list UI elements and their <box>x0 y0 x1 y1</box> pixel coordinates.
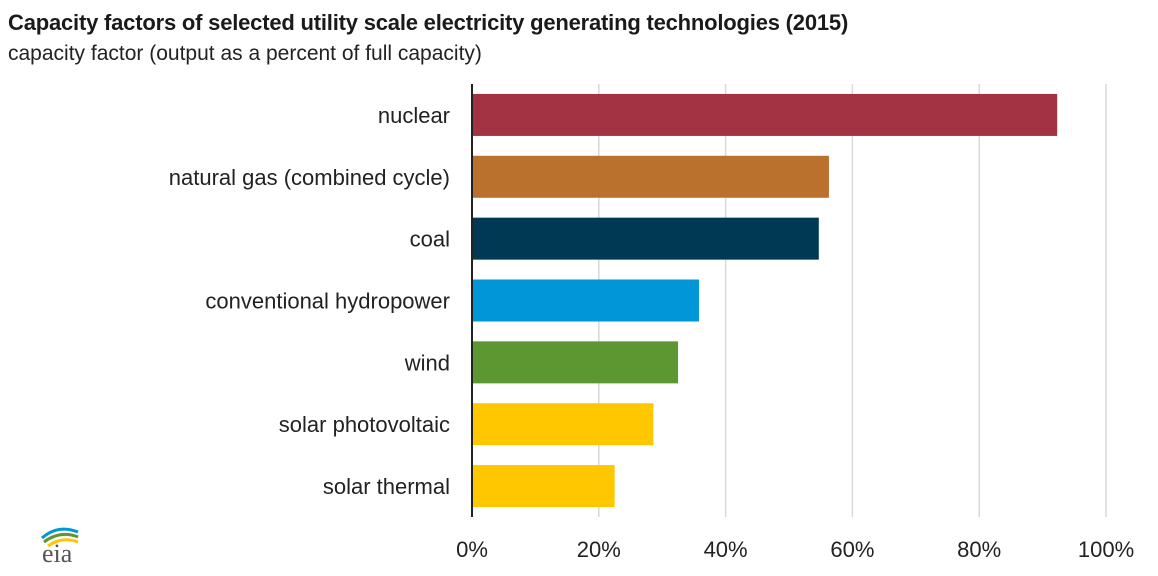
chart-title: Capacity factors of selected utility sca… <box>8 10 849 35</box>
eia-logo-icon: eia <box>41 527 79 566</box>
category-label: nuclear <box>378 103 450 128</box>
bar-5 <box>472 403 654 446</box>
category-label: natural gas (combined cycle) <box>169 165 450 190</box>
bar-6 <box>472 465 615 508</box>
x-tick-label: 60% <box>830 537 874 562</box>
x-tick-label: 100% <box>1078 537 1134 562</box>
category-label: wind <box>404 350 450 375</box>
category-label: solar thermal <box>323 474 450 499</box>
x-tick-label: 40% <box>704 537 748 562</box>
chart-subtitle: capacity factor (output as a percent of … <box>8 42 482 65</box>
x-tick-label: 0% <box>456 537 488 562</box>
x-tick-label: 20% <box>577 537 621 562</box>
bar-4 <box>472 341 679 384</box>
x-tick-label: 80% <box>957 537 1001 562</box>
category-label: conventional hydropower <box>205 289 450 314</box>
eia-logo-text: eia <box>42 539 73 566</box>
bar-2 <box>472 217 819 260</box>
bar-0 <box>472 93 1058 136</box>
category-label: solar photovoltaic <box>279 412 450 437</box>
bar-3 <box>472 279 699 322</box>
bar-1 <box>472 155 829 198</box>
category-label: coal <box>410 227 450 252</box>
